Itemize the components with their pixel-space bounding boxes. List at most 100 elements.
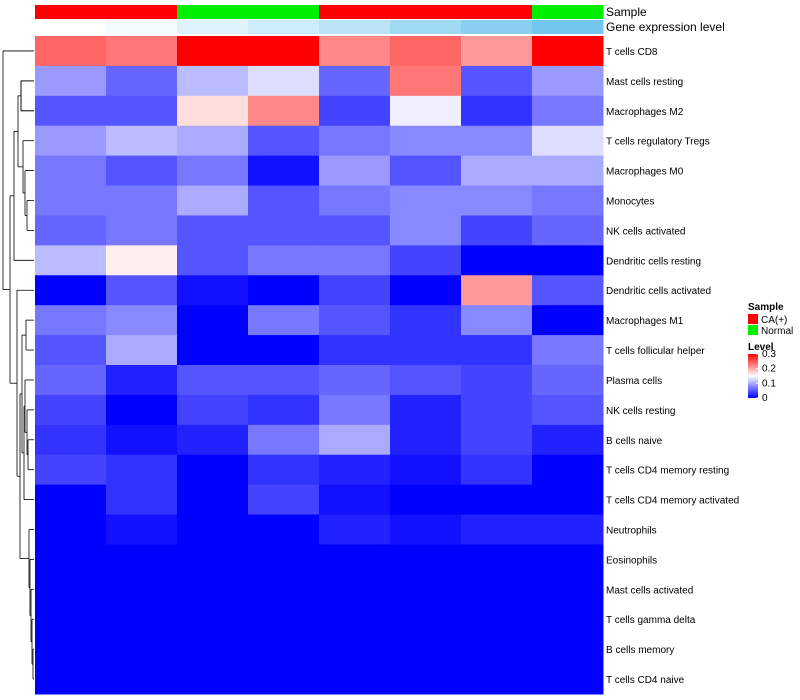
heatmap-cell — [248, 664, 320, 695]
heatmap-cell — [35, 394, 107, 426]
legend-level-tick-label: 0.3 — [762, 349, 776, 360]
heatmap-cell — [319, 335, 391, 366]
heatmap-cell — [319, 245, 391, 276]
heatmap-cell — [106, 125, 178, 157]
heatmap-cell — [319, 664, 391, 695]
annotation-label-expression: Gene expression level — [606, 20, 725, 34]
heatmap-cell — [248, 215, 320, 246]
heatmap-cell — [35, 514, 107, 545]
heatmap-cell — [532, 394, 604, 426]
heatmap-cell — [532, 305, 604, 336]
heatmap-cell — [319, 305, 391, 336]
heatmap-cell — [532, 484, 604, 516]
legend-sample-title: Sample — [748, 302, 784, 313]
heatmap-cell — [319, 484, 391, 516]
heatmap-cell — [248, 36, 320, 67]
heatmap-cell — [461, 514, 533, 545]
row-label: NK cells resting — [606, 406, 675, 417]
heatmap-cell — [532, 574, 604, 605]
annotation-label-sample: Sample — [606, 5, 647, 19]
heatmap-cell — [248, 424, 320, 456]
heatmap-cell — [532, 454, 604, 486]
heatmap-cell — [177, 604, 249, 635]
heatmap-cell — [248, 604, 320, 635]
heatmap-cell — [319, 394, 391, 426]
heatmap-cell — [461, 125, 533, 157]
heatmap-cell — [319, 125, 391, 157]
heatmap-cell — [532, 125, 604, 157]
heatmap-cell — [319, 215, 391, 246]
heatmap-cell — [390, 155, 462, 187]
heatmap-cell — [177, 544, 249, 575]
heatmap-cell — [390, 604, 462, 635]
heatmap-cell — [106, 634, 178, 665]
heatmap-cell — [177, 365, 249, 396]
heatmap-cell — [532, 544, 604, 575]
heatmap-cell — [106, 335, 178, 366]
heatmap-cell — [390, 335, 462, 366]
heatmap-cell — [35, 36, 107, 67]
heatmap-cell — [177, 245, 249, 276]
heatmap-cell — [461, 65, 533, 97]
heatmap-cell — [106, 65, 178, 97]
heatmap-cell — [461, 275, 533, 306]
heatmap-cell — [177, 275, 249, 306]
row-labels: T cells CD8 Mast cells resting Macrophages… — [606, 47, 739, 686]
heatmap-cell — [106, 365, 178, 396]
heatmap-cell — [390, 185, 462, 216]
heatmap-cell — [319, 185, 391, 216]
heatmap-cell — [177, 514, 249, 545]
legend-level-tick-label: 0.1 — [762, 378, 776, 389]
heatmap-cell — [390, 305, 462, 336]
row-dendrogram — [2, 50, 34, 680]
heatmap-cell — [106, 424, 178, 456]
sample-annotation-cell — [461, 5, 533, 19]
sample-annotation-cell — [319, 5, 391, 19]
heatmap-cell — [248, 125, 320, 157]
heatmap-cell — [461, 335, 533, 366]
heatmap-cell — [106, 574, 178, 605]
legend-sample-label: CA(+) — [761, 315, 787, 326]
heatmap-cell — [35, 484, 107, 516]
heatmap-cell — [319, 604, 391, 635]
heatmap-cell — [35, 454, 107, 486]
heatmap-cell — [106, 544, 178, 575]
heatmap-cell — [532, 664, 604, 695]
heatmap-cell — [35, 275, 107, 306]
heatmap-cell — [532, 634, 604, 665]
heatmap-cell — [319, 365, 391, 396]
heatmap-cell — [177, 65, 249, 97]
heatmap-cell — [461, 604, 533, 635]
heatmap-cell — [35, 604, 107, 635]
heatmap-cell — [35, 664, 107, 695]
heatmap-cell — [390, 275, 462, 306]
row-label: Dendritic cells activated — [606, 286, 711, 297]
heatmap-cell — [390, 125, 462, 157]
heatmap-cell — [390, 634, 462, 665]
heatmap-cell — [248, 544, 320, 575]
annotation-bars — [35, 5, 604, 34]
heatmap-cell — [248, 335, 320, 366]
heatmap-cell — [177, 574, 249, 605]
legend-sample-label: Normal — [761, 326, 793, 337]
sample-annotation-cell — [177, 5, 249, 19]
heatmap-cell — [35, 305, 107, 336]
heatmap-cell — [390, 215, 462, 246]
heatmap-cell — [390, 95, 462, 127]
heatmap-cell — [390, 664, 462, 695]
heatmap-cell — [177, 125, 249, 157]
sample-annotation-cell — [390, 5, 462, 19]
heatmap-cell — [461, 305, 533, 336]
row-label: Monocytes — [606, 197, 654, 208]
heatmap-cell — [248, 484, 320, 516]
heatmap-cell — [461, 484, 533, 516]
row-label: Plasma cells — [606, 376, 662, 387]
row-label: Mast cells resting — [606, 77, 683, 88]
heatmap-cell — [248, 305, 320, 336]
heatmap-cell — [319, 155, 391, 187]
row-label: Eosinophils — [606, 555, 657, 566]
heatmap-cell — [461, 36, 533, 67]
row-label: T cells CD4 memory resting — [606, 466, 729, 477]
heatmap-cell — [106, 185, 178, 216]
